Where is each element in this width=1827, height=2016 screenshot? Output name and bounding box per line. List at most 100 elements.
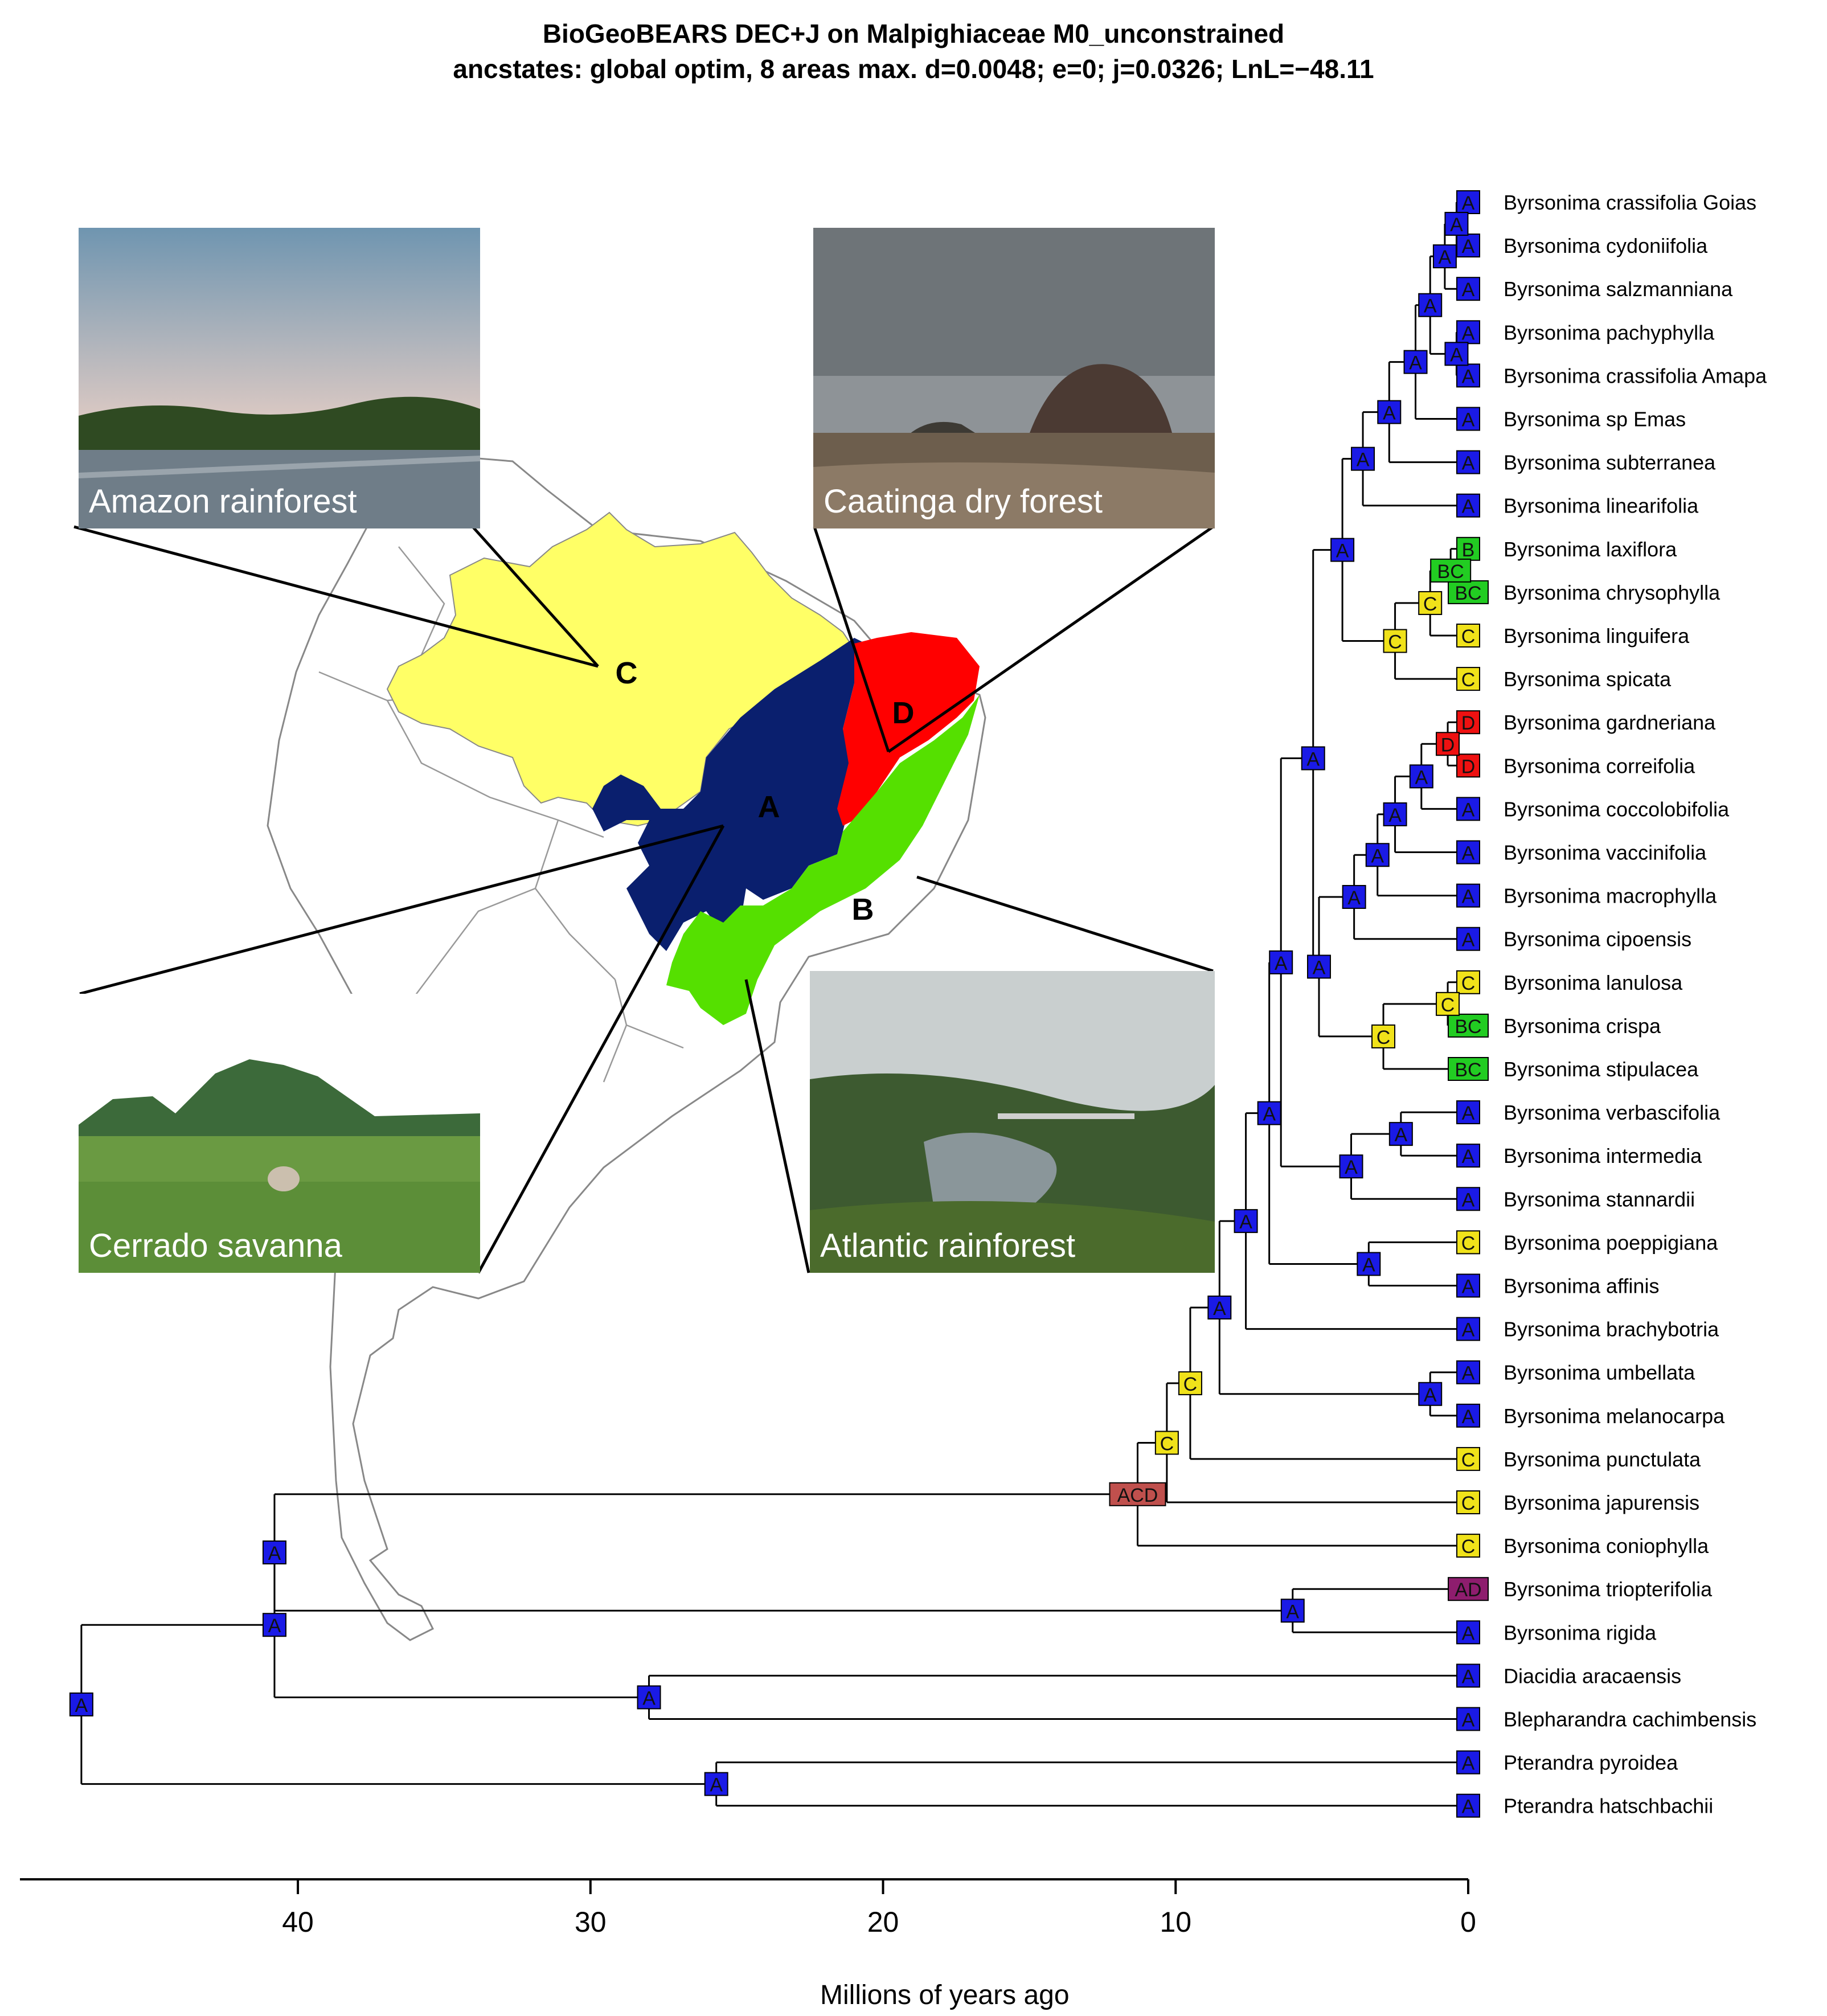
tip-state-box-text: A	[1462, 1406, 1475, 1428]
node-state-box-text: A	[75, 1695, 88, 1716]
tip-label: Byrsonima crassifolia Goias	[1504, 191, 1756, 214]
node-state-box-text: A	[1239, 1211, 1252, 1233]
tip-state-box	[1456, 624, 1480, 648]
tip-state-box-text: A	[1462, 1666, 1475, 1687]
tip-state-box-text: C	[1461, 1449, 1476, 1471]
node-state-box-text: A	[268, 1543, 281, 1564]
tip-state-box	[1456, 1707, 1480, 1731]
tip-state-box	[1448, 1577, 1489, 1601]
tip-label: Byrsonima triopterifolia	[1504, 1577, 1713, 1601]
tip-label: Byrsonima japurensis	[1504, 1491, 1699, 1514]
photo-atlantic: Atlantic rainforest	[810, 971, 1215, 1273]
node-state-box-text: A	[710, 1775, 723, 1796]
node-state-box-text: A	[268, 1615, 281, 1637]
tip-state-box-text: A	[1462, 886, 1475, 908]
connector-cerrado-b	[477, 825, 725, 1274]
phylogeny-tip-labels: Byrsonima crassifolia Goias Byrsonima cyd…	[1504, 191, 1767, 1818]
photo-cerrado-label: Cerrado savanna	[89, 1227, 342, 1264]
phylogeny-state-boxes: AAAAAAAABBCCCDDAAAACBCBCAAACAAAACCCADAAA…	[69, 190, 1489, 1818]
tip-label: Byrsonima macrophylla	[1504, 884, 1717, 908]
node-state-box-text: A	[1286, 1601, 1299, 1622]
axis-tick-label: 0	[1460, 1906, 1476, 1938]
tip-state-box-text: A	[1462, 279, 1475, 301]
node-state-box-text: ACD	[1117, 1485, 1158, 1506]
node-state-box-text: A	[1450, 214, 1463, 236]
tip-state-box-text: C	[1461, 669, 1476, 691]
tip-state-box	[1456, 190, 1480, 214]
node-state-box	[1383, 629, 1407, 653]
tip-label: Byrsonima brachybotria	[1504, 1318, 1719, 1341]
tip-state-box	[1456, 1187, 1480, 1211]
tip-state-box-text: D	[1461, 756, 1476, 777]
tip-state-box-text: D	[1461, 712, 1476, 734]
tip-label: Byrsonima pachyphylla	[1504, 321, 1715, 344]
tip-state-box	[1456, 1230, 1480, 1255]
node-state-box-text: C	[1183, 1374, 1198, 1395]
tip-state-box-text: AD	[1455, 1579, 1481, 1601]
region-B-atlantic	[666, 695, 980, 1025]
tip-label: Pterandra pyroidea	[1504, 1751, 1678, 1775]
node-state-box-text: BC	[1437, 561, 1464, 583]
tip-label: Byrsonima laxiflora	[1504, 538, 1677, 561]
tip-state-box	[1456, 840, 1480, 864]
amazon-scene	[79, 228, 480, 528]
tip-state-box-text: A	[1462, 1710, 1475, 1731]
node-state-box-text: A	[1394, 1124, 1407, 1146]
tip-label: Byrsonima punctulata	[1504, 1448, 1701, 1471]
tip-state-box	[1456, 1620, 1480, 1645]
node-state-box	[1269, 950, 1293, 974]
connector-atlantic	[916, 875, 1214, 973]
tip-label: Byrsonima linguifera	[1504, 624, 1690, 648]
tip-state-box	[1456, 667, 1480, 691]
node-state-box	[1436, 732, 1460, 756]
tip-label: Byrsonima subterranea	[1504, 451, 1716, 474]
tip-label: Byrsonima stannardii	[1504, 1187, 1695, 1211]
tip-state-box	[1456, 363, 1480, 388]
tip-state-box-text: C	[1461, 973, 1476, 994]
tip-state-box	[1456, 710, 1480, 735]
node-state-box-text: C	[1160, 1433, 1174, 1454]
x-axis-label: Millions of years ago	[820, 1980, 1070, 2010]
tip-state-box-text: A	[1462, 192, 1475, 214]
node-state-box	[704, 1772, 728, 1796]
photo-amazon: Amazon rainforest	[79, 228, 480, 528]
node-state-box	[1444, 342, 1469, 366]
node-state-box-text: A	[1362, 1254, 1375, 1276]
tip-label: Byrsonima verbascifolia	[1504, 1101, 1721, 1124]
tip-state-box-text: A	[1462, 496, 1475, 518]
tip-label: Byrsonima vaccinifolia	[1504, 841, 1707, 864]
tip-state-box-text: A	[1462, 1753, 1475, 1775]
tip-state-box	[1456, 450, 1480, 474]
node-state-box	[1377, 400, 1402, 424]
node-state-box-text: A	[1306, 749, 1320, 771]
tip-state-box-text: A	[1462, 843, 1475, 864]
photo-connectors	[73, 525, 1214, 1274]
tip-label: Blepharandra cachimbensis	[1504, 1708, 1756, 1731]
node-state-box	[1339, 1154, 1363, 1179]
node-state-box-text: A	[1415, 767, 1428, 788]
tip-state-box	[1456, 1793, 1480, 1818]
node-state-box	[1403, 350, 1428, 374]
map-label-A: A	[758, 790, 780, 824]
node-state-box-text: A	[1424, 296, 1437, 317]
tip-state-box-text: C	[1461, 1493, 1476, 1514]
tip-state-box-text: BC	[1455, 1016, 1481, 1038]
tip-label: Byrsonima spicata	[1504, 667, 1672, 691]
map-label-B: B	[852, 892, 874, 927]
node-state-box	[1178, 1371, 1202, 1395]
tip-state-box	[1448, 1057, 1489, 1081]
node-state-box	[1388, 1122, 1413, 1146]
tip-state-box	[1456, 1360, 1480, 1384]
node-state-box	[1418, 1382, 1443, 1406]
title-line-1: BioGeoBEARS DEC+J on Malpighiaceae M0_un…	[542, 19, 1285, 48]
tip-label: Byrsonima umbellata	[1504, 1361, 1695, 1384]
tip-state-box	[1456, 1750, 1480, 1775]
tip-state-box	[1448, 580, 1489, 604]
tip-state-box-text: A	[1462, 1796, 1475, 1818]
tip-label: Byrsonima stipulacea	[1504, 1058, 1699, 1081]
tip-label: Byrsonima gardneriana	[1504, 711, 1716, 734]
tip-state-box	[1456, 407, 1480, 431]
node-state-box	[1436, 991, 1460, 1016]
tip-state-box	[1456, 883, 1480, 908]
figure-title: BioGeoBEARS DEC+J on Malpighiaceae M0_un…	[0, 16, 1827, 87]
